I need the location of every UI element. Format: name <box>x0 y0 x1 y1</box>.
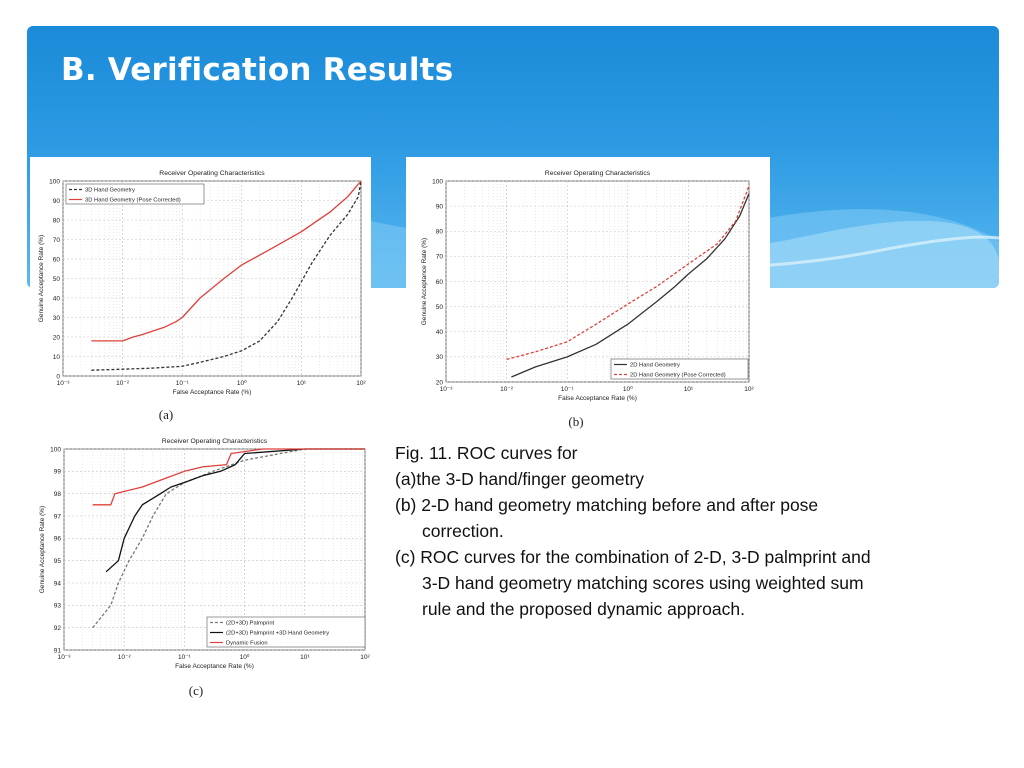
y-tick-label: 92 <box>54 625 62 632</box>
caption-line: rule and the proposed dynamic approach. <box>422 599 745 619</box>
x-tick-label: 10² <box>360 654 370 661</box>
y-tick-label: 50 <box>436 304 444 311</box>
caption-line: (b) 2-D hand geometry matching before an… <box>395 495 819 515</box>
y-tick-label: 100 <box>432 178 443 185</box>
y-tick-label: 50 <box>53 276 61 283</box>
roc-chart-a-svg: 10⁻³ 10⁻² 10⁻¹ 10⁰ 10¹ 10² 0 10 20 30 40 50 60 70 80 90… <box>38 170 367 422</box>
roc-chart-c: 10⁻³ 10⁻² 10⁻¹ 10⁰ 10¹ 10² 91 92 93 94 95 96 97 98 99 1… <box>30 434 377 704</box>
x-axis-label: False Acceptance Rate (%) <box>173 389 252 396</box>
y-axis-label: Genuine Acceptance Rate (%) <box>38 235 45 322</box>
panel-label: (c) <box>189 683 203 698</box>
x-tick-label: 10¹ <box>300 654 310 661</box>
plot-area <box>63 448 366 651</box>
y-tick-label: 100 <box>50 446 61 453</box>
roc-chart-a: 10⁻³ 10⁻² 10⁻¹ 10⁰ 10¹ 10² 0 10 20 30 40 50 60 70 80 90… <box>30 157 371 432</box>
y-tick-label: 91 <box>54 647 62 654</box>
y-tick-label: 90 <box>436 203 444 210</box>
x-tick-label: 10⁰ <box>240 653 250 661</box>
y-tick-label: 30 <box>436 354 444 361</box>
x-tick-label: 10¹ <box>297 380 307 387</box>
x-tick-label: 10⁻² <box>500 386 514 393</box>
roc-chart-c-svg: 10⁻³ 10⁻² 10⁻¹ 10⁰ 10¹ 10² 91 92 93 94 95 96 97 98 99 1… <box>39 438 371 698</box>
legend-entry: (2D+3D) Palmprint <box>226 621 275 627</box>
y-axis-label: Genuine Acceptance Rate (%) <box>39 506 46 593</box>
x-tick-label: 10⁻³ <box>440 386 454 393</box>
roc-chart-b-svg: 10⁻³ 10⁻² 10⁻¹ 10⁰ 10¹ 10² 20 30 40 50 60 70 80 90 100… <box>421 170 755 429</box>
x-tick-label: 10⁻² <box>118 654 132 661</box>
roc-chart-b: 10⁻³ 10⁻² 10⁻¹ 10⁰ 10¹ 10² 20 30 40 50 60 70 80 90 100… <box>406 157 770 435</box>
x-tick-label: 10⁻² <box>116 380 130 387</box>
caption-line: correction. <box>422 521 504 541</box>
x-tick-label: 10⁰ <box>623 385 633 393</box>
legend-entry: (2D+3D) Palmprint +3D Hand Geometry <box>226 631 329 637</box>
x-tick-label: 10⁻³ <box>57 380 71 387</box>
y-tick-label: 90 <box>53 198 61 205</box>
legend-box <box>610 358 749 380</box>
series-line <box>105 448 365 573</box>
chart-title: Receiver Operating Characteristics <box>159 170 265 177</box>
legend-entry: 2D Hand Geometry (Pose Corrected) <box>630 373 726 379</box>
y-tick-label: 70 <box>53 237 61 244</box>
x-tick-label: 10² <box>744 386 754 393</box>
series-line <box>92 448 365 506</box>
x-tick-label: 10⁰ <box>237 379 247 387</box>
series-line <box>511 193 750 378</box>
series-line <box>92 448 365 629</box>
slide-title: B. Verification Results <box>61 52 454 88</box>
x-tick-label: 10⁻³ <box>58 654 72 661</box>
y-tick-label: 10 <box>53 354 61 361</box>
x-tick-label: 10⁻¹ <box>176 380 190 387</box>
legend-entry: Dynamic Fusion <box>226 641 268 647</box>
y-tick-label: 70 <box>436 254 444 261</box>
y-tick-label: 98 <box>54 491 62 498</box>
x-tick-label: 10¹ <box>684 386 694 393</box>
y-tick-label: 80 <box>53 217 61 224</box>
y-tick-label: 99 <box>54 469 62 476</box>
x-tick-label: 10⁻¹ <box>561 386 575 393</box>
y-tick-label: 97 <box>54 513 62 520</box>
caption-line: Fig. 11. ROC curves for <box>395 443 578 463</box>
y-tick-label: 30 <box>53 315 61 322</box>
y-tick-label: 96 <box>54 536 62 543</box>
y-tick-label: 40 <box>53 295 61 302</box>
legend-entry: 2D Hand Geometry <box>630 363 680 369</box>
x-axis-label: False Acceptance Rate (%) <box>175 663 254 670</box>
legend-box <box>65 183 205 205</box>
series-line <box>91 180 362 371</box>
y-axis-label: Genuine Acceptance Rate (%) <box>421 238 428 325</box>
x-tick-label: 10⁻¹ <box>178 654 192 661</box>
y-tick-label: 100 <box>49 178 60 185</box>
y-tick-label: 80 <box>436 229 444 236</box>
caption-line: 3-D hand geometry matching scores using … <box>422 573 864 593</box>
y-tick-label: 93 <box>54 603 62 610</box>
y-tick-label: 20 <box>53 334 61 341</box>
y-tick-label: 95 <box>54 558 62 565</box>
panel-label: (b) <box>568 414 583 429</box>
legend-entry: 3D Hand Geometry <box>85 188 135 194</box>
chart-title: Receiver Operating Characteristics <box>545 170 651 177</box>
y-tick-label: 60 <box>436 279 444 286</box>
y-tick-label: 20 <box>436 379 444 386</box>
series-line <box>506 185 750 361</box>
x-tick-label: 10² <box>356 380 366 387</box>
legend-box <box>206 616 366 648</box>
caption-line: (c) ROC curves for the combination of 2-… <box>395 547 871 567</box>
y-tick-label: 94 <box>54 580 62 587</box>
series-line <box>91 180 362 342</box>
y-tick-label: 0 <box>56 373 60 380</box>
figure-caption: Fig. 11. ROC curves for (a)the 3-D hand/… <box>395 440 1000 622</box>
x-axis-label: False Acceptance Rate (%) <box>558 395 637 402</box>
caption-line: (a)the 3-D hand/finger geometry <box>395 469 645 489</box>
y-tick-label: 40 <box>436 329 444 336</box>
y-tick-label: 60 <box>53 256 61 263</box>
legend-entry: 3D Hand Geometry (Pose Corrected) <box>85 198 181 204</box>
chart-title: Receiver Operating Characteristics <box>162 438 268 445</box>
panel-label: (a) <box>159 407 173 422</box>
